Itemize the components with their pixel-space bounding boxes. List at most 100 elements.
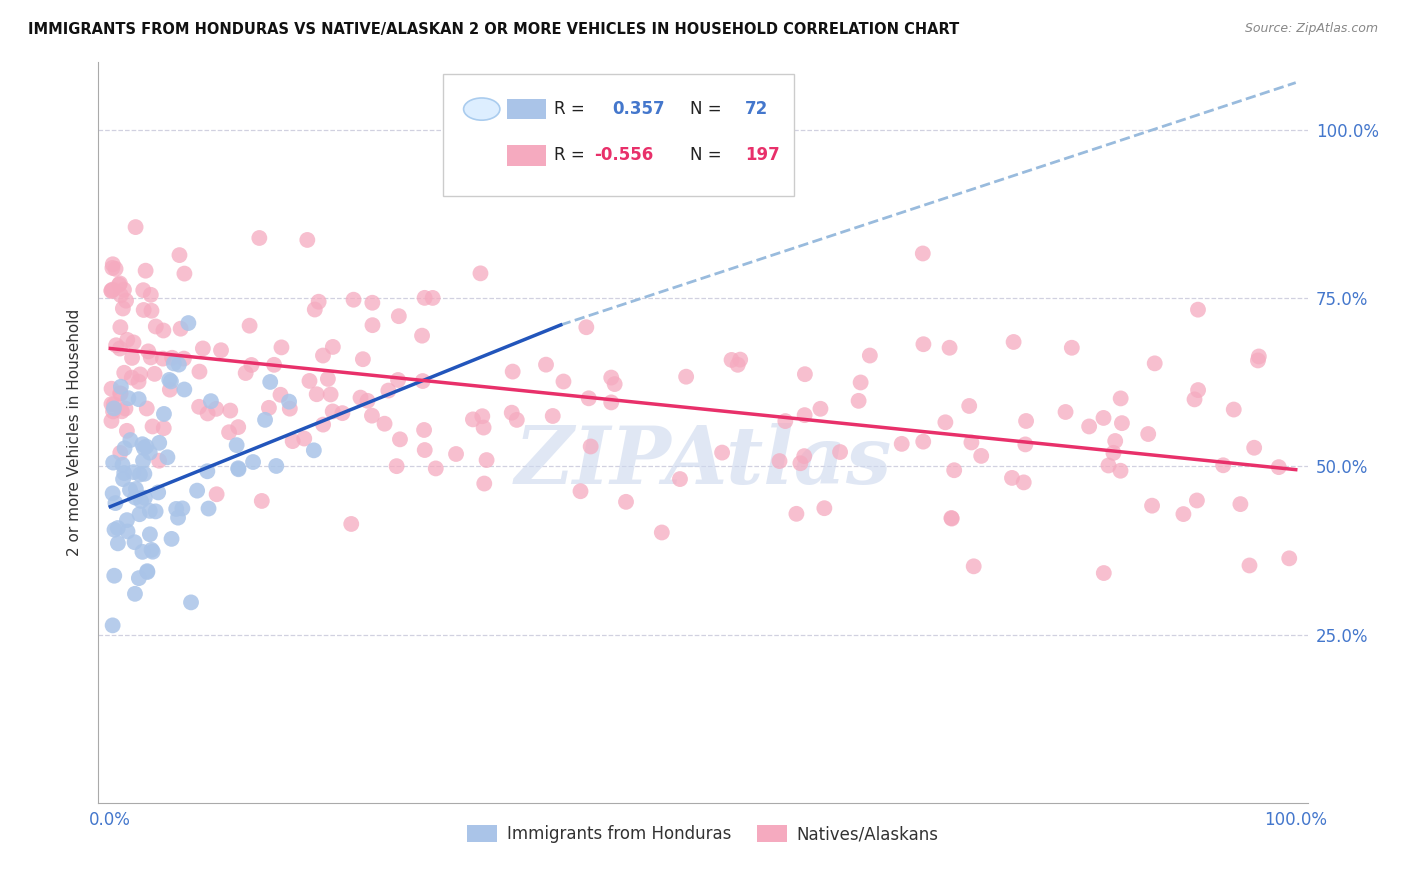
Y-axis label: 2 or more Vehicles in Household: 2 or more Vehicles in Household bbox=[67, 309, 83, 557]
Point bbox=[789, 456, 811, 470]
Point bbox=[157, 373, 180, 387]
Point bbox=[600, 370, 623, 384]
Point bbox=[200, 394, 222, 409]
Point bbox=[1185, 493, 1208, 508]
Text: IMMIGRANTS FROM HONDURAS VS NATIVE/ALASKAN 2 OR MORE VEHICLES IN HOUSEHOLD CORRE: IMMIGRANTS FROM HONDURAS VS NATIVE/ALASK… bbox=[28, 22, 959, 37]
Point bbox=[1078, 419, 1101, 434]
Point bbox=[107, 536, 129, 550]
Point bbox=[128, 375, 150, 389]
Point bbox=[1187, 302, 1209, 317]
Point bbox=[1054, 405, 1077, 419]
Point bbox=[135, 263, 157, 277]
Point bbox=[129, 368, 152, 382]
Point bbox=[541, 409, 564, 423]
Point bbox=[1014, 437, 1036, 451]
Point bbox=[813, 501, 835, 516]
Point bbox=[218, 425, 240, 440]
Point bbox=[188, 365, 211, 379]
Point bbox=[128, 392, 150, 406]
Point bbox=[1184, 392, 1206, 407]
Point bbox=[1097, 458, 1119, 473]
Point bbox=[122, 335, 145, 350]
Text: 197: 197 bbox=[745, 146, 780, 164]
Point bbox=[110, 320, 132, 334]
Point bbox=[101, 257, 124, 271]
Point bbox=[122, 465, 145, 479]
Point bbox=[890, 437, 912, 451]
Point bbox=[129, 494, 152, 508]
Point bbox=[711, 445, 734, 459]
Point bbox=[1229, 497, 1251, 511]
Point bbox=[173, 267, 195, 281]
Point bbox=[425, 461, 447, 475]
Point bbox=[472, 476, 495, 491]
Point bbox=[188, 400, 211, 414]
Point bbox=[139, 445, 162, 459]
Point bbox=[1060, 341, 1083, 355]
Point bbox=[828, 445, 851, 459]
Point bbox=[103, 568, 125, 582]
Point bbox=[226, 420, 249, 434]
Point bbox=[134, 491, 156, 505]
Point bbox=[941, 511, 963, 525]
Point bbox=[110, 386, 132, 401]
Point bbox=[165, 502, 187, 516]
Point bbox=[472, 420, 495, 434]
Point bbox=[553, 375, 575, 389]
Point bbox=[100, 284, 122, 298]
Point bbox=[173, 383, 195, 397]
Point bbox=[302, 443, 325, 458]
Point bbox=[112, 283, 135, 297]
Point bbox=[136, 565, 159, 579]
Point bbox=[1137, 427, 1160, 442]
Point bbox=[134, 467, 156, 481]
Point bbox=[675, 369, 697, 384]
Point bbox=[475, 453, 498, 467]
Point bbox=[160, 375, 183, 389]
Point bbox=[322, 404, 344, 418]
Point bbox=[340, 516, 363, 531]
Point bbox=[1015, 414, 1038, 428]
Point bbox=[156, 450, 179, 465]
Point bbox=[970, 449, 993, 463]
Point bbox=[142, 419, 165, 434]
Point bbox=[209, 343, 232, 358]
Point bbox=[1002, 334, 1025, 349]
Point bbox=[120, 433, 142, 447]
Point bbox=[361, 409, 384, 423]
Point bbox=[388, 433, 411, 447]
Point bbox=[461, 412, 484, 426]
Point bbox=[669, 472, 692, 486]
Point bbox=[101, 404, 124, 418]
Point bbox=[139, 288, 162, 302]
Point bbox=[135, 401, 157, 416]
Bar bbox=[508, 145, 546, 166]
Point bbox=[413, 291, 436, 305]
Point bbox=[197, 406, 219, 420]
Point bbox=[103, 401, 125, 416]
Point bbox=[270, 340, 292, 354]
Point bbox=[132, 441, 155, 455]
Point bbox=[1247, 350, 1270, 364]
Point bbox=[152, 351, 174, 366]
Point bbox=[305, 387, 328, 401]
Point bbox=[141, 303, 163, 318]
Point bbox=[167, 358, 190, 372]
Point bbox=[651, 525, 673, 540]
Point bbox=[304, 302, 326, 317]
Bar bbox=[508, 99, 546, 120]
Point bbox=[470, 266, 492, 280]
Point bbox=[374, 417, 396, 431]
Point bbox=[107, 521, 129, 535]
Point bbox=[191, 342, 214, 356]
Point bbox=[110, 446, 132, 460]
Point bbox=[100, 414, 122, 428]
Point bbox=[108, 277, 131, 292]
Point bbox=[941, 511, 963, 525]
Legend: Immigrants from Honduras, Natives/Alaskans: Immigrants from Honduras, Natives/Alaska… bbox=[461, 819, 945, 850]
Point bbox=[250, 494, 273, 508]
Point bbox=[152, 324, 174, 338]
Point bbox=[356, 393, 378, 408]
Point bbox=[136, 344, 159, 359]
Point bbox=[103, 397, 125, 411]
